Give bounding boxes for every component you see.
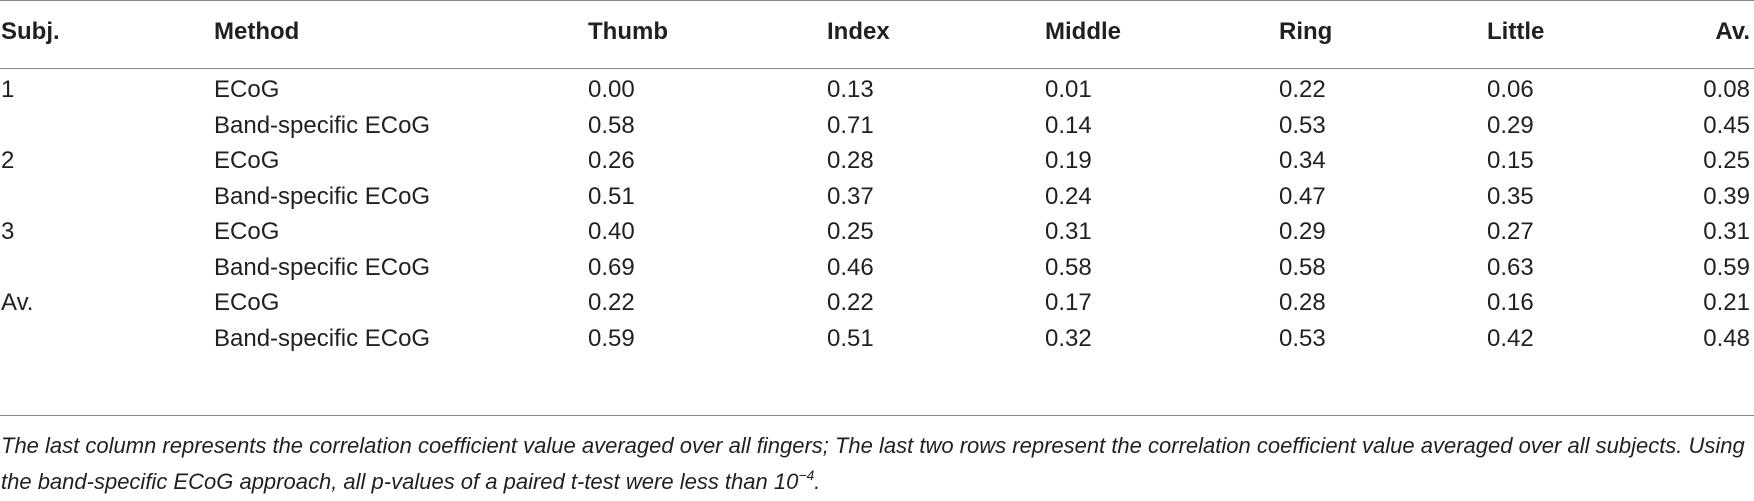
cell-subj: 2 <box>1 147 15 174</box>
cell-method: Band-specific ECoG <box>214 254 431 281</box>
header-little: Little <box>1487 18 1545 45</box>
cell-method: ECoG <box>214 147 280 174</box>
cell-thumb: 0.51 <box>588 183 635 210</box>
footnote-text: The last column represents the correlati… <box>1 433 1745 494</box>
cell-middle: 0.01 <box>1045 76 1092 103</box>
table-footnote: The last column represents the correlati… <box>1 428 1751 500</box>
table-header-rule <box>0 68 1754 69</box>
cell-little: 0.42 <box>1487 325 1534 352</box>
cell-index: 0.25 <box>827 218 874 245</box>
cell-thumb: 0.00 <box>588 76 635 103</box>
cell-thumb: 0.22 <box>588 289 635 316</box>
cell-index: 0.28 <box>827 147 874 174</box>
cell-middle: 0.24 <box>1045 183 1092 210</box>
cell-thumb: 0.69 <box>588 254 635 281</box>
cell-method: Band-specific ECoG <box>214 112 431 139</box>
cell-index: 0.22 <box>827 289 874 316</box>
cell-method: ECoG <box>214 289 280 316</box>
cell-ring: 0.22 <box>1279 76 1326 103</box>
cell-ring: 0.47 <box>1279 183 1326 210</box>
cell-subj: 3 <box>1 218 15 245</box>
cell-thumb: 0.58 <box>588 112 635 139</box>
cell-little: 0.27 <box>1487 218 1534 245</box>
cell-av: 0.08 <box>1703 76 1750 103</box>
header-index: Index <box>827 18 890 45</box>
cell-index: 0.51 <box>827 325 874 352</box>
cell-middle: 0.19 <box>1045 147 1092 174</box>
cell-middle: 0.58 <box>1045 254 1092 281</box>
cell-av: 0.48 <box>1703 325 1750 352</box>
cell-little: 0.15 <box>1487 147 1534 174</box>
header-thumb: Thumb <box>588 18 668 45</box>
cell-thumb: 0.26 <box>588 147 635 174</box>
header-method: Method <box>214 18 300 45</box>
header-av: Av. <box>1715 18 1750 45</box>
cell-method: Band-specific ECoG <box>214 183 431 210</box>
cell-middle: 0.14 <box>1045 112 1092 139</box>
cell-little: 0.63 <box>1487 254 1534 281</box>
cell-index: 0.13 <box>827 76 874 103</box>
header-subj: Subj. <box>1 18 60 45</box>
cell-method: ECoG <box>214 218 280 245</box>
cell-index: 0.46 <box>827 254 874 281</box>
table-bottom-rule <box>0 415 1754 416</box>
cell-little: 0.16 <box>1487 289 1534 316</box>
header-middle: Middle <box>1045 18 1121 45</box>
cell-ring: 0.53 <box>1279 325 1326 352</box>
table-top-rule <box>0 0 1754 1</box>
cell-ring: 0.28 <box>1279 289 1326 316</box>
cell-little: 0.06 <box>1487 76 1534 103</box>
cell-subj: 1 <box>1 76 15 103</box>
cell-av: 0.21 <box>1703 289 1750 316</box>
cell-av: 0.25 <box>1703 147 1750 174</box>
cell-method: Band-specific ECoG <box>214 325 431 352</box>
cell-middle: 0.32 <box>1045 325 1092 352</box>
cell-index: 0.71 <box>827 112 874 139</box>
cell-subj: Av. <box>1 289 34 316</box>
cell-ring: 0.34 <box>1279 147 1326 174</box>
cell-middle: 0.17 <box>1045 289 1092 316</box>
cell-ring: 0.53 <box>1279 112 1326 139</box>
footnote-end: . <box>814 469 821 494</box>
cell-av: 0.39 <box>1703 183 1750 210</box>
cell-ring: 0.29 <box>1279 218 1326 245</box>
cell-ring: 0.58 <box>1279 254 1326 281</box>
cell-method: ECoG <box>214 76 280 103</box>
cell-index: 0.37 <box>827 183 874 210</box>
cell-av: 0.31 <box>1703 218 1750 245</box>
footnote-exponent: −4 <box>798 467 815 483</box>
cell-middle: 0.31 <box>1045 218 1092 245</box>
cell-thumb: 0.59 <box>588 325 635 352</box>
cell-little: 0.29 <box>1487 112 1534 139</box>
cell-little: 0.35 <box>1487 183 1534 210</box>
header-ring: Ring <box>1279 18 1333 45</box>
cell-av: 0.45 <box>1703 112 1750 139</box>
cell-thumb: 0.40 <box>588 218 635 245</box>
cell-av: 0.59 <box>1703 254 1750 281</box>
